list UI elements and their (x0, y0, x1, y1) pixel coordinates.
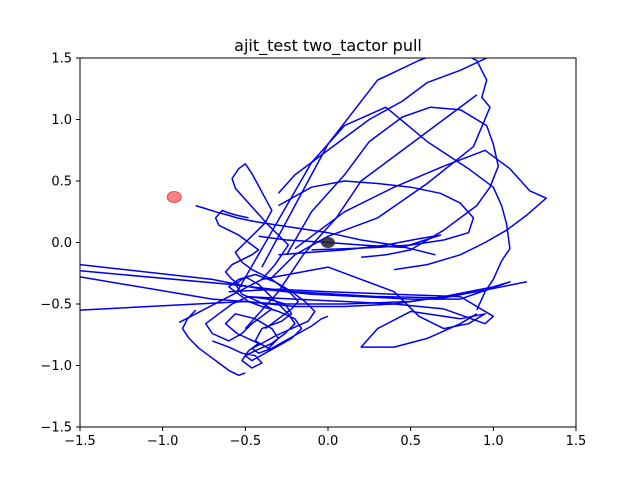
x-tick-label: −0.5 (230, 434, 262, 449)
y-tick-label: 1.5 (51, 52, 72, 67)
y-axis: −1.5 −1.0 −0.5 0.0 0.5 1.0 1.5 (40, 52, 80, 436)
y-tick-label: −1.0 (40, 359, 72, 374)
trajectory-line-5 (80, 270, 528, 305)
trajectory-line-7 (178, 266, 486, 348)
x-tick-label: 1.5 (566, 434, 587, 449)
y-tick-label: 0.0 (51, 236, 72, 251)
origin-dot (321, 237, 335, 248)
trajectory-line-12 (294, 149, 547, 271)
trajectory-line-16 (277, 58, 488, 194)
y-tick-label: 1.0 (51, 113, 72, 128)
trajectory-line-3 (214, 209, 260, 288)
trajectory-line-9 (236, 106, 511, 311)
trajectory-line-15 (195, 204, 436, 256)
y-tick-label: 0.5 (51, 175, 72, 190)
series-layer (80, 58, 547, 377)
x-tick-label: −1.0 (147, 434, 179, 449)
x-tick-label: 0.0 (318, 434, 339, 449)
x-axis: −1.5 −1.0 −0.5 0.0 0.5 1.0 1.5 (64, 427, 586, 449)
marker-layer (166, 191, 335, 248)
trajectory-line-14 (258, 234, 442, 256)
trajectory-line-17 (181, 309, 246, 377)
chart-title: ajit_test two_tactor pull (234, 36, 422, 56)
x-tick-label: −1.5 (64, 434, 96, 449)
x-tick-label: 0.5 (400, 434, 421, 449)
x-tick-label: 1.0 (483, 434, 504, 449)
y-tick-label: −1.5 (40, 421, 72, 436)
trajectory-line-11 (286, 106, 500, 259)
y-tick-label: −0.5 (40, 298, 72, 313)
trajectory-line-6 (228, 288, 495, 325)
trajectory-line-8 (244, 94, 478, 330)
trajectory-line-10 (261, 58, 491, 280)
red-target-dot (166, 191, 182, 203)
